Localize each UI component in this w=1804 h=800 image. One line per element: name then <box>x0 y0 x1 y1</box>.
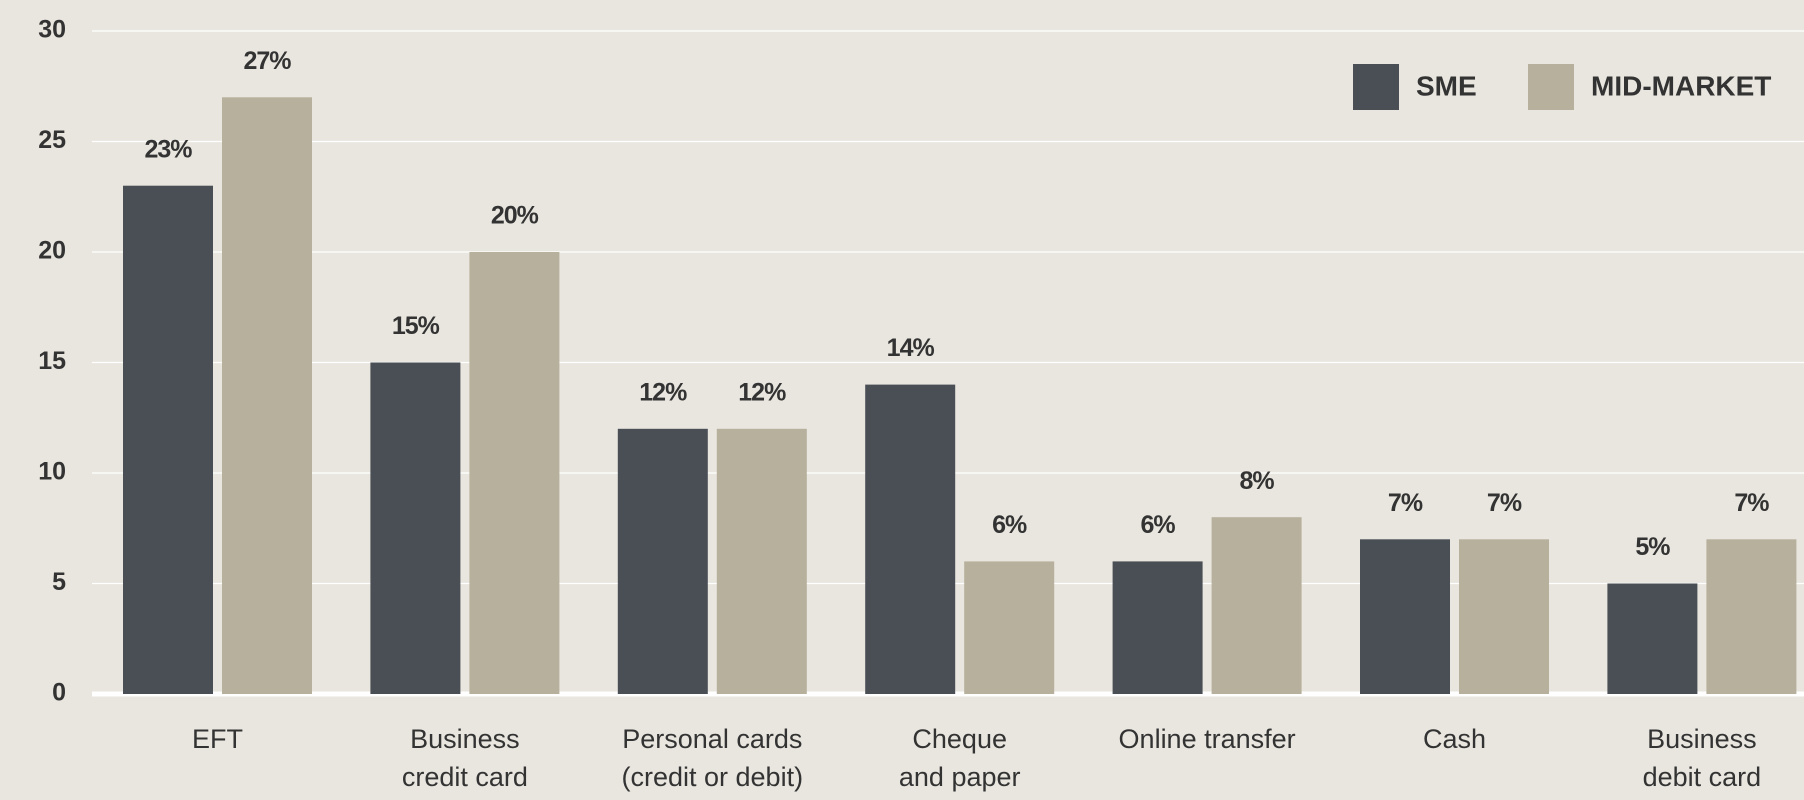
x-tick-label-line: EFT <box>192 724 243 754</box>
bar <box>617 428 708 694</box>
y-tick-label: 20 <box>38 237 66 265</box>
x-tick-label-line: Cash <box>1423 724 1486 754</box>
data-label: 12% <box>639 378 687 406</box>
legend-label: MID-MARKET <box>1591 70 1771 101</box>
bar <box>123 185 213 694</box>
x-tick-label-line: debit card <box>1643 762 1762 792</box>
y-tick-label: 30 <box>38 16 66 44</box>
x-tick-label: Cheque and paper <box>899 724 1021 792</box>
y-tick-label: 25 <box>38 126 66 154</box>
x-tick-label-line: Personal cards <box>622 724 802 754</box>
bar <box>370 362 461 694</box>
bar <box>865 384 956 694</box>
data-label: 20% <box>491 202 539 230</box>
x-tick-label-line: and paper <box>899 762 1021 792</box>
x-tick-label-line: (credit or debit) <box>622 762 804 792</box>
legend-swatch <box>1353 64 1399 110</box>
legend-swatch <box>1528 64 1574 110</box>
bar <box>469 252 560 694</box>
x-tick-label-line: Cheque <box>912 724 1007 754</box>
x-tick-label-line: Business <box>410 724 520 754</box>
data-label: 7% <box>1487 489 1522 517</box>
data-label: 5% <box>1635 533 1670 561</box>
y-tick-label: 15 <box>38 347 66 375</box>
x-tick-label-line: Online transfer <box>1119 724 1296 754</box>
bar <box>1211 517 1302 694</box>
bar <box>222 97 312 695</box>
x-tick-label: Personal cards (credit or debit) <box>622 724 804 792</box>
bar <box>1607 583 1698 694</box>
data-label: 6% <box>1141 511 1176 539</box>
y-tick-label: 10 <box>38 458 66 486</box>
x-tick-label: Business credit card <box>402 724 528 792</box>
bar <box>1112 561 1203 694</box>
bar <box>1459 539 1549 694</box>
y-tick-label: 5 <box>52 568 66 596</box>
data-label: 15% <box>392 312 440 340</box>
bar <box>1706 539 1797 694</box>
legend-label: SME <box>1416 70 1477 101</box>
x-tick-label: Business debit card <box>1643 724 1762 792</box>
x-tick-label-line: Business <box>1647 724 1757 754</box>
data-label: 27% <box>243 47 291 75</box>
data-label: 6% <box>992 511 1027 539</box>
bar <box>1360 539 1450 694</box>
x-tick-label: Cash <box>1423 724 1486 754</box>
data-label: 23% <box>144 135 192 163</box>
data-label: 12% <box>738 378 786 406</box>
data-label: 14% <box>887 334 935 362</box>
y-tick-label: 0 <box>52 679 66 707</box>
bar <box>716 428 807 694</box>
x-tick-label-line: credit card <box>402 762 528 792</box>
x-tick-label: Online transfer <box>1119 724 1296 754</box>
x-tick-label: EFT <box>192 724 243 754</box>
data-label: 7% <box>1734 489 1769 517</box>
data-label: 7% <box>1388 489 1423 517</box>
data-label: 8% <box>1240 467 1275 495</box>
bar <box>964 561 1055 694</box>
